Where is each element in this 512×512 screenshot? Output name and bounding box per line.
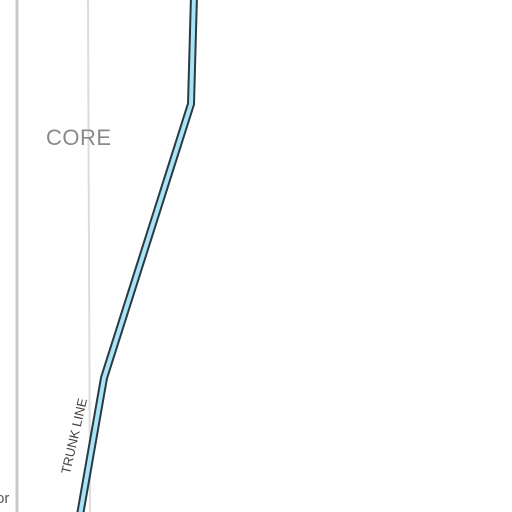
road-thin [87, 0, 91, 512]
route-line-casing [76, 0, 198, 512]
area-label: CORE [46, 125, 112, 150]
road-label: or [0, 490, 10, 507]
route-line[interactable] [78, 0, 196, 512]
